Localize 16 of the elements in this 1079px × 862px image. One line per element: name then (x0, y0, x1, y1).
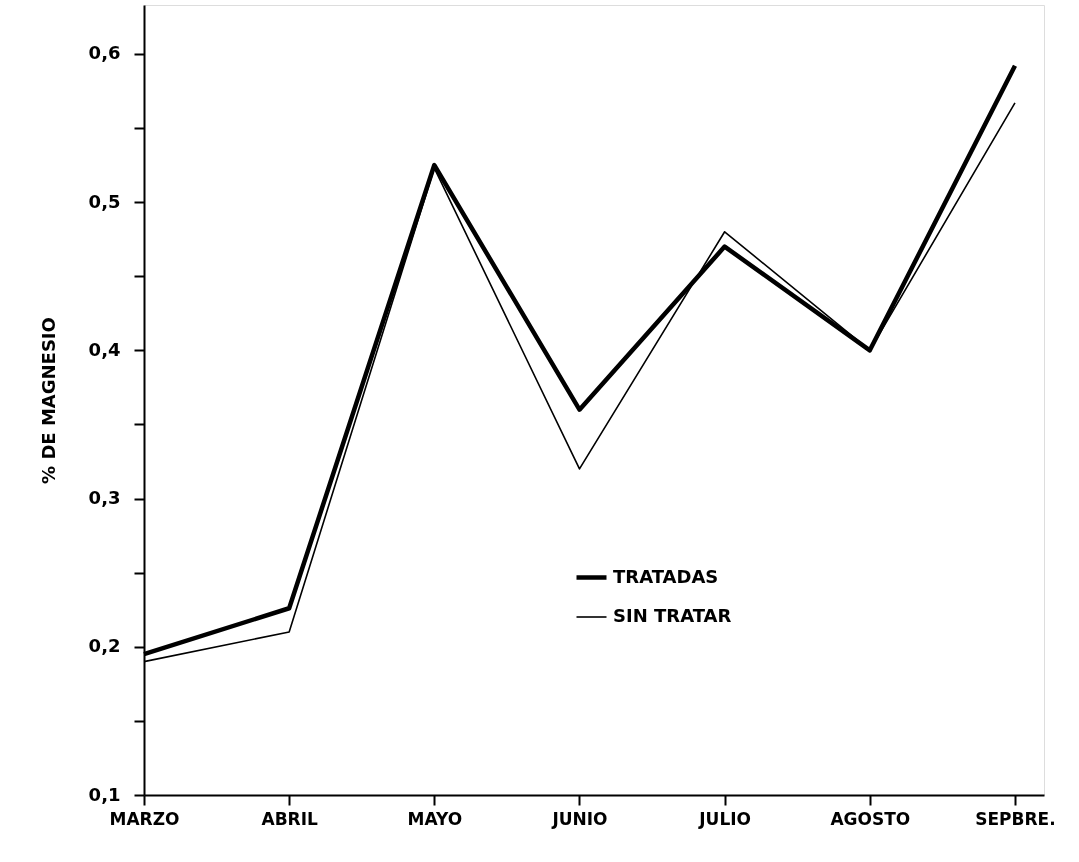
legend-label: SIN TRATAR (613, 605, 732, 626)
y-axis-title: % DE MAGNESIO (37, 317, 59, 484)
y-tick-label: 0,4 (88, 338, 121, 360)
y-tick-label: 0,6 (88, 42, 121, 64)
x-tick-label: AGOSTO (830, 808, 911, 829)
x-tick-label: MAYO (407, 808, 463, 829)
legend-label: TRATADAS (613, 565, 719, 587)
y-tick-label: 0,1 (88, 783, 121, 805)
y-tick-label: 0,3 (88, 487, 121, 509)
y-tick-label: 0,5 (88, 190, 121, 212)
x-tick-label: JUNIO (551, 808, 608, 829)
x-tick-label: ABRIL (261, 808, 318, 829)
x-tick-label: SEPBRE. (975, 808, 1056, 829)
x-tick-label: JULIO (698, 808, 752, 829)
y-tick-label: 0,2 (88, 635, 121, 657)
x-tick-label: MARZO (109, 808, 180, 829)
